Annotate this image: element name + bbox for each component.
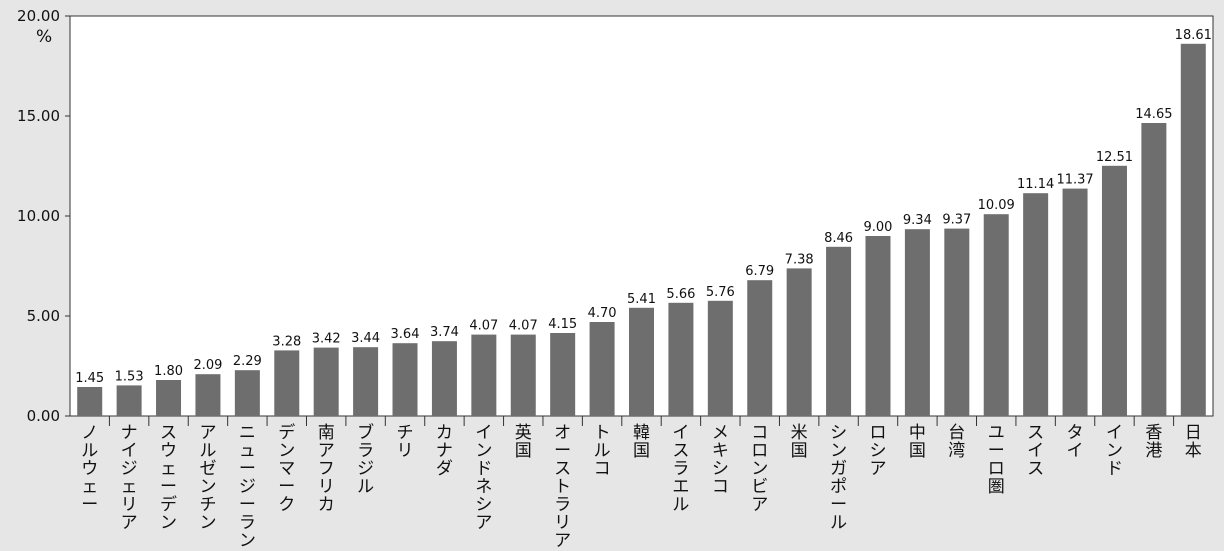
data-label: 3.74 — [430, 325, 459, 340]
bar — [1023, 193, 1049, 416]
category-label: ナイジェリア — [121, 423, 138, 533]
data-label: 11.37 — [1056, 173, 1093, 188]
data-label: 7.38 — [785, 252, 814, 267]
y-axis: 0.00 5.00 10.00 15.00 20.00 — [17, 7, 70, 425]
data-label: 18.61 — [1175, 28, 1212, 43]
data-label: 4.15 — [548, 317, 577, 332]
category-label: ブラジル — [357, 422, 374, 497]
data-labels: 1.45 1.53 1.80 2.09 2.29 3.28 3.42 3.44 3.64 3.74… — [75, 28, 1212, 386]
y-tick-label: 5.00 — [27, 307, 60, 325]
data-label: 11.14 — [1017, 177, 1054, 192]
data-label: 2.29 — [233, 354, 262, 369]
bar — [1180, 43, 1206, 417]
bar — [707, 300, 733, 416]
bar — [1141, 123, 1167, 416]
y-tick-label: 20.00 — [17, 7, 60, 25]
bar — [234, 370, 260, 416]
data-label: 10.09 — [978, 198, 1015, 213]
bar — [747, 280, 773, 416]
category-label: インド — [1106, 423, 1123, 479]
bar — [77, 387, 103, 416]
category-label: タイ — [1067, 423, 1084, 461]
data-label: 4.70 — [588, 306, 617, 321]
category-label: コロンビア — [751, 423, 768, 515]
category-label: 英国 — [515, 423, 532, 461]
y-tick-label: 0.00 — [27, 407, 60, 425]
bar — [944, 228, 970, 416]
y-tick-label: 15.00 — [17, 107, 60, 125]
bar — [826, 246, 852, 416]
category-label: インドネシア — [475, 423, 492, 533]
data-label: 3.28 — [272, 334, 301, 349]
y-unit-label: % — [36, 27, 52, 47]
data-label: 9.37 — [942, 213, 971, 228]
category-label: スウェーデン — [160, 423, 177, 533]
bar — [668, 302, 694, 416]
category-label: オーストラリア — [554, 423, 571, 551]
x-axis: ノルウェー ナイジェリア スウェーデン アルゼンチン ニュージーランド デンマーク 南アフリ… — [81, 416, 1202, 551]
bar — [392, 343, 418, 416]
category-label: 日本 — [1185, 423, 1202, 461]
data-label: 5.66 — [666, 287, 695, 302]
category-label: シンガポール — [830, 423, 847, 533]
bar — [471, 334, 497, 416]
data-label: 1.53 — [115, 369, 144, 384]
bar — [1062, 188, 1088, 416]
data-label: 3.42 — [312, 332, 341, 347]
data-label: 3.64 — [391, 327, 420, 342]
category-label: 香港 — [1145, 423, 1162, 461]
category-label: チリ — [397, 423, 414, 461]
y-tick-label: 10.00 — [17, 207, 60, 225]
category-label: メキシコ — [712, 423, 729, 497]
category-label: 中国 — [909, 423, 926, 461]
category-label: アルゼンチン — [199, 423, 216, 533]
data-label: 5.76 — [706, 285, 735, 300]
category-label: 韓国 — [633, 423, 650, 461]
data-label: 8.46 — [824, 231, 853, 246]
category-label: 米国 — [791, 423, 808, 461]
bar — [865, 236, 891, 416]
data-label: 9.34 — [903, 213, 932, 228]
category-label: ロシア — [869, 423, 886, 479]
category-label: ノルウェー — [81, 423, 98, 515]
bar — [431, 341, 457, 416]
bar — [274, 350, 300, 416]
data-label: 2.09 — [193, 358, 222, 373]
category-label: 南アフリカ — [318, 423, 335, 515]
data-label: 9.00 — [864, 220, 893, 235]
bar — [550, 333, 576, 416]
category-label: ニュージーランド — [239, 423, 256, 551]
category-label: トルコ — [594, 423, 611, 479]
bar — [156, 380, 182, 416]
data-label: 14.65 — [1135, 107, 1172, 122]
bar — [313, 347, 339, 416]
data-label: 12.51 — [1096, 150, 1133, 165]
data-label: 4.07 — [509, 319, 538, 334]
bar — [786, 268, 812, 416]
category-label: カナダ — [436, 423, 453, 479]
data-label: 6.79 — [745, 264, 774, 279]
bar — [1101, 165, 1127, 416]
category-label: デンマーク — [278, 422, 295, 515]
bars — [77, 43, 1206, 417]
data-label: 1.80 — [154, 364, 183, 379]
bar — [195, 374, 221, 416]
bar — [116, 385, 142, 416]
category-label: イスラエル — [672, 423, 689, 515]
bar — [589, 322, 615, 416]
bar — [353, 347, 379, 416]
bar — [904, 229, 930, 416]
data-label: 1.45 — [75, 371, 104, 386]
data-label: 4.07 — [469, 319, 498, 334]
bar — [983, 214, 1009, 416]
bar — [629, 307, 654, 416]
bar — [510, 334, 536, 416]
category-label: 台湾 — [948, 423, 965, 461]
category-label: スイス — [1027, 423, 1044, 479]
data-label: 5.41 — [627, 292, 656, 307]
category-label: ユーロ圏 — [988, 423, 1005, 497]
data-label: 3.44 — [351, 331, 380, 346]
